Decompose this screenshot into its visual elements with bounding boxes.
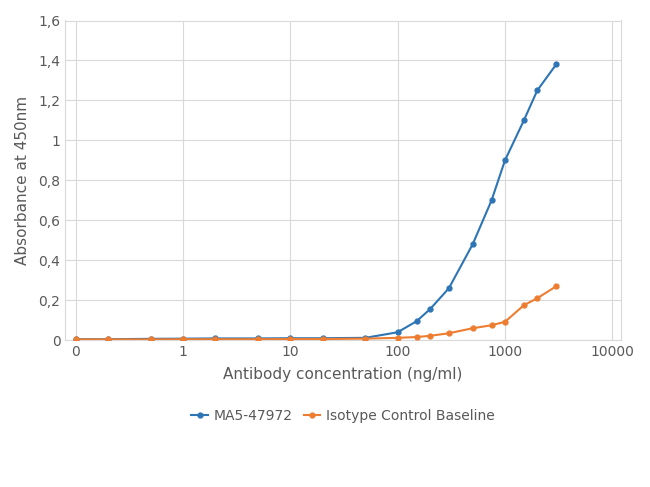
Isotype Control Baseline	[501, 319, 509, 325]
Isotype Control Baseline	[72, 337, 79, 342]
MA5-47972	[179, 336, 187, 341]
MA5-47972	[211, 336, 219, 341]
MA5-47972	[318, 336, 326, 341]
Isotype Control Baseline	[520, 302, 528, 308]
Line: MA5-47972: MA5-47972	[73, 62, 558, 342]
Isotype Control Baseline	[488, 322, 495, 328]
MA5-47972	[361, 335, 369, 341]
MA5-47972	[426, 306, 434, 312]
MA5-47972	[104, 337, 112, 342]
MA5-47972	[501, 157, 509, 163]
MA5-47972	[147, 336, 155, 342]
Line: Isotype Control Baseline: Isotype Control Baseline	[73, 284, 558, 342]
Isotype Control Baseline	[104, 337, 112, 342]
MA5-47972	[287, 336, 294, 341]
Isotype Control Baseline	[534, 295, 541, 301]
MA5-47972	[254, 336, 262, 341]
MA5-47972	[534, 88, 541, 94]
MA5-47972	[413, 318, 421, 324]
Isotype Control Baseline	[426, 333, 434, 339]
Isotype Control Baseline	[413, 334, 421, 340]
MA5-47972	[469, 242, 476, 247]
Isotype Control Baseline	[469, 325, 476, 331]
MA5-47972	[552, 61, 560, 67]
MA5-47972	[445, 285, 453, 291]
Isotype Control Baseline	[211, 337, 219, 342]
Isotype Control Baseline	[147, 337, 155, 342]
Y-axis label: Absorbance at 450nm: Absorbance at 450nm	[15, 96, 30, 265]
MA5-47972	[394, 329, 402, 335]
Legend: MA5-47972, Isotype Control Baseline: MA5-47972, Isotype Control Baseline	[186, 403, 500, 428]
X-axis label: Antibody concentration (ng/ml): Antibody concentration (ng/ml)	[224, 367, 463, 382]
Isotype Control Baseline	[394, 335, 402, 341]
Isotype Control Baseline	[445, 330, 453, 336]
Isotype Control Baseline	[287, 336, 294, 342]
Isotype Control Baseline	[254, 337, 262, 342]
MA5-47972	[520, 117, 528, 123]
MA5-47972	[488, 197, 495, 203]
Isotype Control Baseline	[318, 336, 326, 342]
Isotype Control Baseline	[179, 337, 187, 342]
Isotype Control Baseline	[361, 336, 369, 341]
MA5-47972	[72, 337, 79, 342]
Isotype Control Baseline	[552, 283, 560, 289]
